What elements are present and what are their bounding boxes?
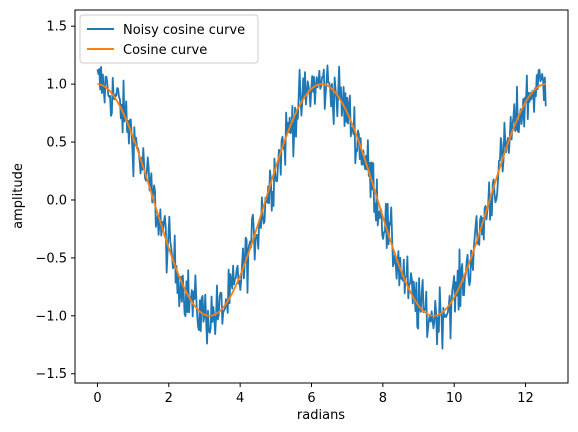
x-tick-label: 2 <box>165 391 173 406</box>
y-tick-label: 0.5 <box>46 136 67 151</box>
x-tick-label: 8 <box>379 391 387 406</box>
x-tick-label: 10 <box>446 391 463 406</box>
y-tick-label: 0.0 <box>46 193 67 208</box>
y-tick-label: −0.5 <box>35 251 67 266</box>
y-axis-label: amplitude <box>11 163 26 229</box>
legend: Noisy cosine curve Cosine curve <box>79 14 259 64</box>
x-tick-label: 4 <box>236 391 244 406</box>
x-axis: 0 2 4 6 8 10 12 <box>93 383 534 406</box>
x-tick-label: 12 <box>517 391 534 406</box>
y-tick-label: −1.5 <box>35 367 67 382</box>
axes-frame <box>74 9 569 384</box>
x-axis-label: radians <box>297 408 345 423</box>
x-tick-label: 6 <box>307 391 315 406</box>
legend-label-cosine: Cosine curve <box>123 43 207 58</box>
y-tick-label: 1.5 <box>46 20 67 35</box>
y-tick-label: 1.0 <box>46 78 67 93</box>
legend-box <box>79 14 259 64</box>
series-line-cosine <box>97 83 546 317</box>
y-tick-label: −1.0 <box>35 309 67 324</box>
plot-area <box>96 64 547 350</box>
legend-label-noisy: Noisy cosine curve <box>123 23 245 38</box>
x-tick-label: 0 <box>93 391 101 406</box>
y-axis: −1.5 −1.0 −0.5 0.0 0.5 1.0 1.5 <box>35 20 75 382</box>
